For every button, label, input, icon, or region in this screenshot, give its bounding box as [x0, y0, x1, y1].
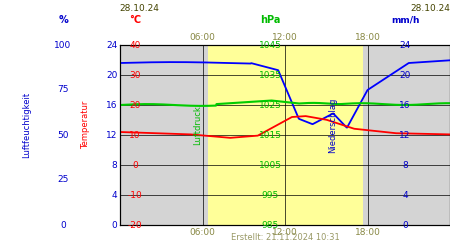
- Text: 1045: 1045: [259, 40, 281, 50]
- Bar: [207, 45, 363, 225]
- Text: hPa: hPa: [260, 15, 280, 25]
- Text: 30: 30: [129, 70, 141, 80]
- Text: 25: 25: [57, 176, 69, 184]
- Text: 8: 8: [402, 160, 408, 170]
- Text: Temperatur: Temperatur: [81, 101, 90, 149]
- Text: 1035: 1035: [258, 70, 282, 80]
- Text: Luftfeuchtigkeit: Luftfeuchtigkeit: [22, 92, 32, 158]
- Text: 985: 985: [261, 220, 279, 230]
- Text: 24: 24: [400, 40, 410, 50]
- Text: 100: 100: [54, 40, 72, 50]
- Text: 12: 12: [399, 130, 411, 140]
- Text: 1015: 1015: [258, 130, 282, 140]
- Text: 1005: 1005: [258, 160, 282, 170]
- Text: Niederschlag: Niederschlag: [328, 97, 338, 153]
- Text: 0: 0: [132, 160, 138, 170]
- Text: 4: 4: [402, 190, 408, 200]
- Text: mm/h: mm/h: [391, 16, 419, 24]
- Text: °C: °C: [129, 15, 141, 25]
- Text: 10: 10: [129, 130, 141, 140]
- Text: 28.10.24: 28.10.24: [120, 4, 160, 13]
- Text: %: %: [58, 15, 68, 25]
- Text: 0: 0: [402, 220, 408, 230]
- Text: 75: 75: [57, 86, 69, 94]
- Text: -10: -10: [128, 190, 142, 200]
- Text: 995: 995: [261, 190, 279, 200]
- Text: 50: 50: [57, 130, 69, 140]
- Text: 20: 20: [399, 70, 411, 80]
- Text: 16: 16: [399, 100, 411, 110]
- Text: Luftdruck: Luftdruck: [194, 105, 202, 145]
- Text: 40: 40: [129, 40, 141, 50]
- Text: 0: 0: [60, 220, 66, 230]
- Text: 20: 20: [129, 100, 141, 110]
- Text: 28.10.24: 28.10.24: [410, 4, 450, 13]
- Text: -20: -20: [128, 220, 142, 230]
- Text: 1025: 1025: [259, 100, 281, 110]
- Text: Erstellt: 21.11.2024 10:31: Erstellt: 21.11.2024 10:31: [231, 234, 339, 242]
